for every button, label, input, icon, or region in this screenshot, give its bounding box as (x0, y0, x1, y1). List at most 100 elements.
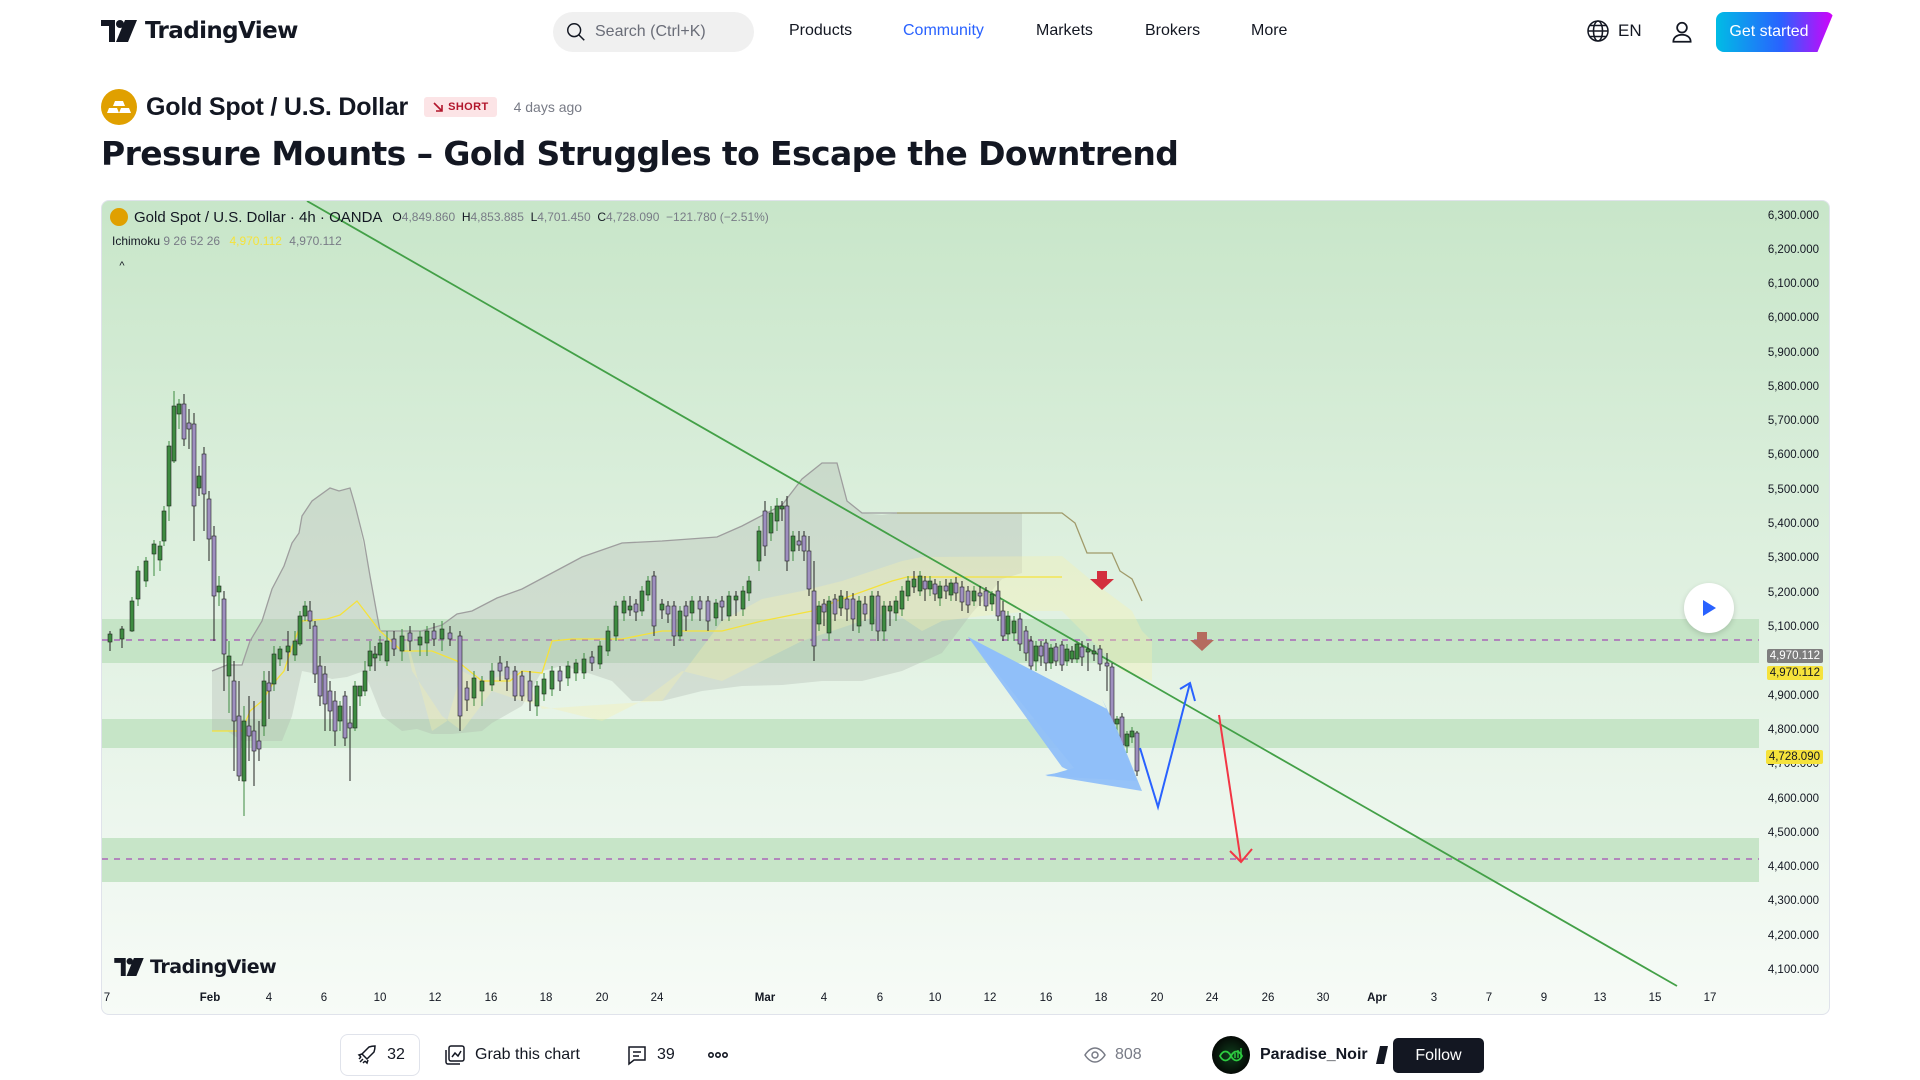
time-label: 16 (484, 992, 498, 1004)
price-label: 5,700.000 (1767, 415, 1819, 427)
brand-name: TradingView (145, 18, 298, 44)
tradingview-watermark: TradingView (114, 956, 277, 978)
price-label: 5,900.000 (1767, 347, 1819, 359)
price-label: 4,500.000 (1767, 827, 1819, 839)
support-zone-2 (102, 838, 1759, 882)
comments-button[interactable]: 39 (625, 1043, 675, 1067)
arrow-down-right-icon (433, 102, 443, 112)
author-link[interactable]: Paradise_Noir (1212, 1036, 1388, 1074)
price-label: 4,800.000 (1767, 724, 1819, 736)
globe-icon (1587, 20, 1609, 42)
tradingview-logo[interactable]: TradingView (101, 18, 298, 44)
time-label: 6 (876, 992, 884, 1004)
watermark-text: TradingView (150, 956, 277, 978)
sell-marker-1 (1090, 571, 1114, 590)
comment-icon (628, 1046, 646, 1066)
symbol-name-link[interactable]: Gold Spot / U.S. Dollar (146, 92, 409, 121)
tradingview-watermark-icon (114, 958, 144, 976)
price-label: 5,300.000 (1767, 552, 1819, 564)
play-chart-button[interactable] (1684, 583, 1734, 633)
nav-community[interactable]: Community (903, 22, 984, 39)
badge-label: SHORT (448, 101, 489, 113)
price-label: 6,000.000 (1767, 312, 1819, 324)
time-label: 6 (320, 992, 328, 1004)
time-label: Mar (754, 992, 776, 1004)
indicator-legend[interactable]: Ichimoku 9 26 52 26 4,970.112 4,970.112 (112, 234, 342, 248)
price-label: 4,200.000 (1767, 930, 1819, 942)
short-badge: SHORT (424, 97, 497, 117)
posted-time: 4 days ago (513, 99, 583, 115)
ichimoku-gray-price-tag: 4,970.112 (1766, 649, 1823, 663)
chart-snapshot-icon (445, 1045, 465, 1065)
rocket-icon (357, 1045, 376, 1065)
time-label: Apr (1367, 992, 1387, 1004)
time-label: 20 (595, 992, 609, 1004)
price-label: 5,100.000 (1767, 621, 1819, 633)
more-actions-button[interactable] (706, 1043, 730, 1067)
tradingview-logo-icon (101, 20, 137, 42)
time-label: 10 (928, 992, 942, 1004)
price-scale[interactable]: 6,300.000 6,200.000 6,100.000 6,000.000 … (1757, 201, 1829, 1014)
time-label: 26 (1261, 992, 1275, 1004)
time-label: 17 (1703, 992, 1717, 1004)
time-label: 7 (1485, 992, 1493, 1004)
time-label: 4 (265, 992, 273, 1004)
time-label: 10 (373, 992, 387, 1004)
collapse-legend-button[interactable]: ^ (119, 260, 125, 272)
time-label: 16 (1039, 992, 1053, 1004)
time-scale[interactable]: 7 Feb 4 6 10 12 16 18 20 24 Mar 4 6 10 1… (102, 984, 1759, 1014)
indicator-value-b: 4,970.112 (289, 234, 342, 248)
chart-snapshot[interactable]: Gold Spot / U.S. Dollar · 4h · OANDA O4,… (101, 200, 1830, 1015)
price-label: 5,200.000 (1767, 587, 1819, 599)
ohlc-values: O4,849.860 H4,853.885 L4,701.450 C4,728.… (392, 210, 769, 224)
top-navigation: TradingView Search (Ctrl+K) Products Com… (0, 0, 1920, 64)
ichimoku-yellow-price-tag: 4,970.112 (1766, 666, 1823, 680)
indicator-params: 9 26 52 26 (163, 234, 221, 248)
grab-chart-button[interactable]: Grab this chart (443, 1043, 580, 1067)
candlesticks (107, 391, 1140, 816)
price-label: 4,100.000 (1767, 964, 1819, 976)
search-icon (567, 23, 585, 41)
time-label: 12 (983, 992, 997, 1004)
price-label: 4,900.000 (1767, 690, 1819, 702)
boost-button[interactable]: 32 (340, 1034, 420, 1076)
chart-legend: Gold Spot / U.S. Dollar · 4h · OANDA O4,… (110, 208, 769, 226)
price-label: 5,600.000 (1767, 449, 1819, 461)
gold-symbol-icon[interactable] (101, 89, 137, 125)
play-icon (1703, 600, 1716, 616)
language-code: EN (1618, 21, 1642, 40)
search-placeholder: Search (Ctrl+K) (595, 23, 706, 40)
time-label: 4 (820, 992, 828, 1004)
idea-meta: Gold Spot / U.S. Dollar SHORT 4 days ago (101, 89, 582, 125)
nav-brokers[interactable]: Brokers (1145, 22, 1201, 39)
nav-markets[interactable]: Markets (1036, 22, 1093, 39)
follow-button[interactable]: Follow (1393, 1038, 1484, 1073)
price-label: 4,300.000 (1767, 895, 1819, 907)
boost-count: 32 (387, 1046, 405, 1063)
idea-title: Pressure Mounts – Gold Struggles to Esca… (101, 134, 1179, 173)
author-logo-icon (1218, 1048, 1244, 1062)
projection-red-path (1218, 714, 1242, 863)
time-label: 13 (1593, 992, 1607, 1004)
search-input[interactable]: Search (Ctrl+K) (553, 12, 754, 52)
time-label: 24 (1205, 992, 1219, 1004)
time-label: 3 (1430, 992, 1438, 1004)
symbol-mini-icon (110, 208, 128, 226)
gold-bars-icon (107, 101, 131, 113)
time-label: 30 (1316, 992, 1330, 1004)
time-label: 12 (428, 992, 442, 1004)
time-label: 15 (1648, 992, 1662, 1004)
nav-products[interactable]: Products (789, 22, 853, 39)
price-label: 6,300.000 (1767, 210, 1819, 222)
language-selector[interactable]: EN (1586, 19, 1642, 43)
get-started-button[interactable]: Get started (1716, 12, 1834, 52)
last-price-tag: 4,728.090 (1765, 750, 1823, 764)
user-icon[interactable] (1669, 19, 1695, 45)
time-label: 18 (539, 992, 553, 1004)
price-label: 5,400.000 (1767, 518, 1819, 530)
nav-more[interactable]: More (1251, 22, 1288, 39)
views-counter: 808 (1083, 1043, 1142, 1067)
time-label: 9 (1540, 992, 1548, 1004)
author-avatar[interactable] (1212, 1036, 1250, 1074)
legend-title[interactable]: Gold Spot / U.S. Dollar · 4h · OANDA (134, 208, 383, 226)
